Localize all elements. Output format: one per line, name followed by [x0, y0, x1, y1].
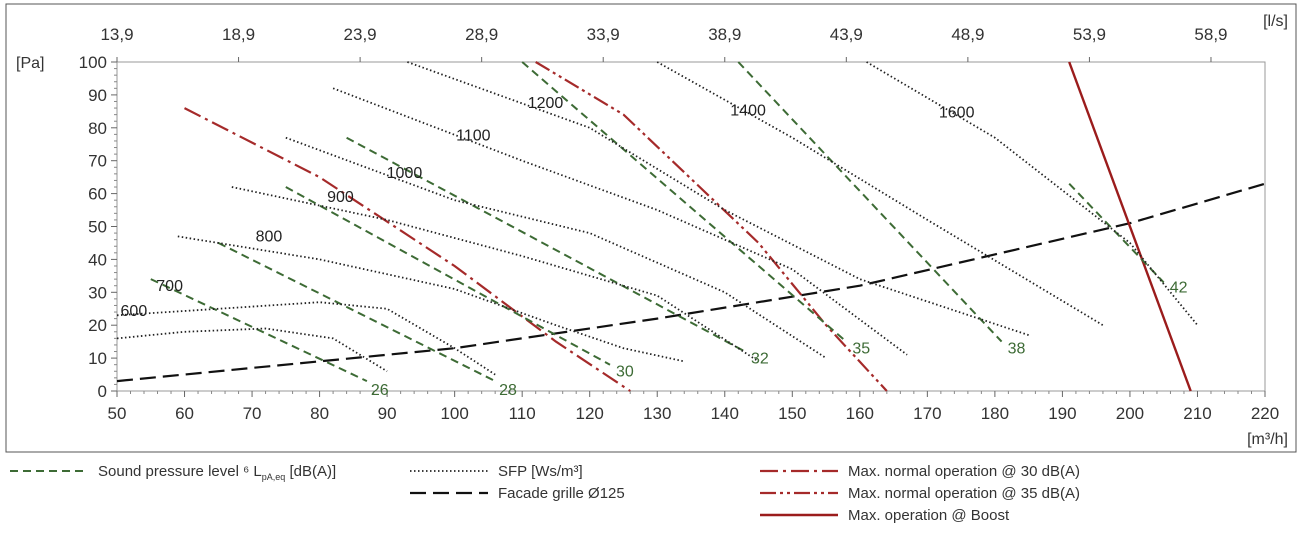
series-line-spl-26 — [150, 278, 368, 383]
curve-label-1100: 1100 — [456, 128, 491, 145]
x2-tick-label: 53,9 — [1073, 25, 1106, 44]
y-tick-label: 50 — [88, 218, 107, 237]
series-line-sfp-600 — [116, 327, 388, 373]
series-line-spl-42 — [1068, 183, 1165, 284]
x-tick-label: 50 — [108, 404, 127, 423]
y-tick-label: 60 — [88, 185, 107, 204]
x-tick-label: 200 — [1116, 404, 1144, 423]
curve-label-900: 900 — [327, 189, 354, 206]
x2-tick-label: 38,9 — [708, 25, 741, 44]
series-line-sfp-1200 — [407, 61, 1029, 336]
x2-tick-label: 23,9 — [344, 25, 377, 44]
series-line-sfp-700 — [116, 301, 496, 376]
series-line-grille — [116, 182, 1266, 383]
series-line-spl-28 — [217, 242, 496, 382]
y-tick-label: 70 — [88, 152, 107, 171]
legend-suffix: [dB(A)] — [285, 463, 336, 480]
x-tick-label: 120 — [576, 404, 604, 423]
series-line-spl-35 — [521, 61, 847, 343]
x-axis-label: [m³/h] — [1247, 431, 1288, 448]
legend-label-spl: Sound pressure level ⁶ LpA,eq [dB(A)] — [98, 463, 336, 482]
x2-tick-label: 43,9 — [830, 25, 863, 44]
x2-tick-label: 18,9 — [222, 25, 255, 44]
y-tick-label: 30 — [88, 283, 107, 302]
legend-label-grille: Facade grille Ø125 — [498, 485, 625, 502]
curve-label-32: 32 — [751, 351, 769, 368]
x2-tick-label: 28,9 — [465, 25, 498, 44]
x-tick-label: 180 — [981, 404, 1009, 423]
x-tick-label: 140 — [711, 404, 739, 423]
curve-label-1400: 1400 — [730, 103, 766, 120]
series-line-sfp-1100 — [332, 87, 908, 356]
axis-ticks: 50 60 70 80 90 100 110 120 130 140 150 160 170 180 190… — [79, 25, 1280, 423]
y-tick-label: 100 — [79, 53, 107, 72]
legend-sub: pA,eq — [262, 472, 286, 482]
series-line-sfp-900 — [231, 186, 759, 363]
legend-label-sfp: SFP [Ws/m³] — [498, 463, 583, 480]
x-tick-label: 90 — [378, 404, 397, 423]
y-tick-label: 10 — [88, 349, 107, 368]
curve-label-1200: 1200 — [528, 95, 564, 112]
x-tick-label: 60 — [175, 404, 194, 423]
curve-label-28: 28 — [499, 382, 517, 399]
x-tick-label: 100 — [440, 404, 468, 423]
curve-label-30: 30 — [616, 364, 634, 381]
y-tick-label: 0 — [98, 382, 107, 401]
y-tick-label: 90 — [88, 86, 107, 105]
legend-label-boost: Max. operation @ Boost — [848, 507, 1010, 524]
x-tick-label: 160 — [846, 404, 874, 423]
x2-tick-label: 13,9 — [100, 25, 133, 44]
x2-tick-label: 58,9 — [1194, 25, 1227, 44]
curve-label-800: 800 — [256, 228, 283, 245]
x-tick-label: 70 — [243, 404, 262, 423]
curve-label-1000: 1000 — [387, 165, 423, 182]
series-line-max30 — [183, 107, 631, 392]
series-line-spl-32 — [346, 136, 746, 353]
x-tick-label: 170 — [913, 404, 941, 423]
curve-label-38: 38 — [1008, 341, 1026, 358]
curve-labels: 26 28 30 32 35 38 42 600 700 800 900 1000 1100 1200 14… — [121, 95, 1188, 399]
series-line-boost — [1068, 61, 1192, 392]
x-tick-label: 80 — [310, 404, 329, 423]
y-tick-label: 40 — [88, 250, 107, 269]
x-tick-label: 150 — [778, 404, 806, 423]
series-line-sfp-1600 — [866, 61, 1199, 326]
y-tick-label: 20 — [88, 316, 107, 335]
x2-tick-label: 33,9 — [587, 25, 620, 44]
curve-label-26: 26 — [371, 382, 389, 399]
x-tick-label: 110 — [509, 404, 536, 423]
series-group — [116, 61, 1266, 392]
curve-label-700: 700 — [156, 278, 183, 295]
x-tick-label: 220 — [1251, 404, 1279, 423]
chart-frame — [5, 3, 1297, 453]
series-line-sfp-800 — [177, 235, 685, 363]
x-tick-label: 190 — [1048, 404, 1076, 423]
curve-label-1600: 1600 — [939, 105, 975, 122]
x2-tick-label: 48,9 — [951, 25, 984, 44]
legend-label-max30: Max. normal operation @ 30 dB(A) — [848, 463, 1080, 480]
plot-area-frame — [116, 61, 1266, 392]
curve-label-600: 600 — [121, 303, 148, 320]
series-line-sfp-1400 — [656, 61, 1104, 326]
series-line-max35 — [535, 61, 888, 392]
y-tick-label: 80 — [88, 119, 107, 138]
curve-label-35: 35 — [852, 341, 870, 358]
legend: Sound pressure level ⁶ LpA,eq [dB(A)] SFP… — [10, 463, 1080, 524]
x2-axis-label: [l/s] — [1263, 13, 1288, 30]
x-tick-label: 210 — [1183, 404, 1211, 423]
x-tick-label: 130 — [643, 404, 671, 423]
curve-label-42: 42 — [1170, 279, 1188, 296]
series-line-spl-30 — [285, 186, 611, 366]
legend-label-max35: Max. normal operation @ 35 dB(A) — [848, 485, 1080, 502]
y-axis-label: [Pa] — [16, 55, 44, 72]
